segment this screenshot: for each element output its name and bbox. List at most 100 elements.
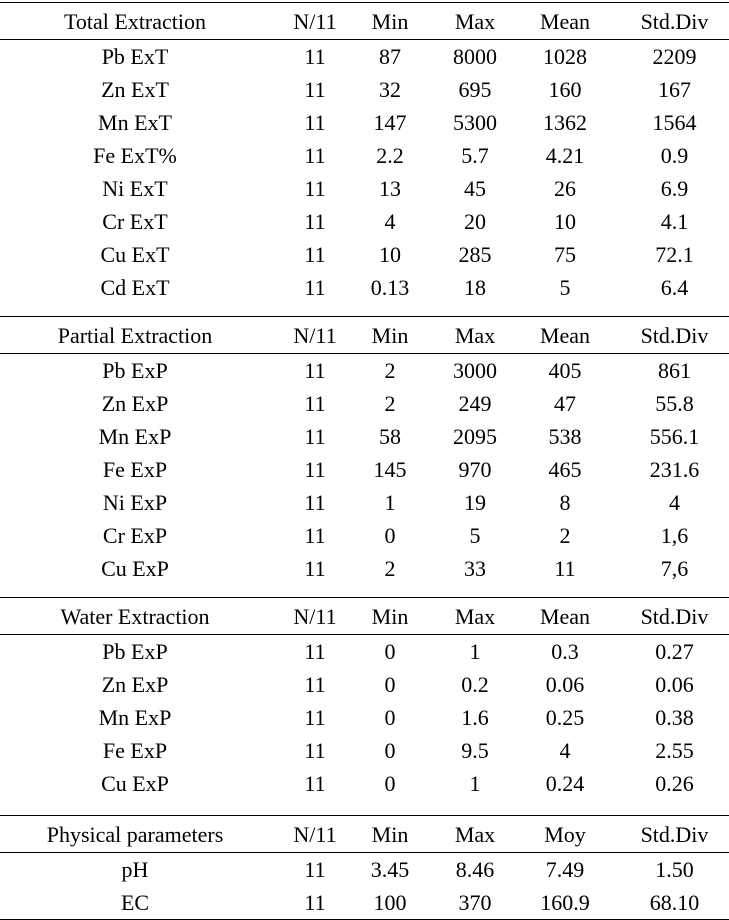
table-cell: 0 [384,639,396,664]
table-cell: 0 [384,705,396,730]
table-cell: Cu ExT [100,242,170,267]
table-cell: 285 [458,242,492,267]
table-cell: Zn ExT [101,77,169,102]
header-cell-label: Total Extraction [63,9,207,34]
table-cell: 10 [379,242,401,267]
table-cell: 2209 [652,44,697,69]
table-cell: 8000 [453,44,497,69]
header-cell-min: Min [371,323,409,348]
header-cell-label: Physical parameters [46,822,224,847]
table-row: Pb ExP 11 2 3000 405 861 [0,354,729,387]
table-cell: 4.1 [660,209,689,234]
table-row: Ni ExT 11 13 45 26 6.9 [0,172,729,205]
table-cell: 465 [548,457,582,482]
header-cell-mean: Mean [539,9,591,34]
table-cell: 0.2 [461,672,489,697]
table-cell: 11 [304,556,326,581]
header-cell-std: Std.Div [640,604,709,629]
table-cell: Fe ExP [102,457,168,482]
table-row: Ni ExP 11 1 19 8 4 [0,486,729,519]
table-cell: 58 [379,424,401,449]
table-cell: 1564 [652,110,697,135]
table-cell: 2.55 [655,738,694,763]
header-cell-moy: Moy [544,822,586,847]
table-row: Zn ExP 11 2 249 47 55.8 [0,387,729,420]
table-cell: Fe ExT% [93,143,177,168]
table-cell: 160.9 [540,890,590,915]
table-cell: 11 [304,358,326,383]
table-row: Zn ExP 11 0 0.2 0.06 0.06 [0,668,729,701]
table-cell: 4 [559,738,571,763]
header-cell-n: N/11 [293,822,337,847]
table-cell: 5300 [453,110,497,135]
header-cell-min: Min [371,9,409,34]
header-cell-mean: Mean [539,604,591,629]
table-cell: 1.6 [461,705,489,730]
table-cell: 2 [559,523,571,548]
table-row: Mn ExT 11 147 5300 1362 1564 [0,106,729,139]
table-cell: 11 [304,771,326,796]
table-cell: 87 [379,44,401,69]
table-cell: 0.06 [655,672,694,697]
table-cell: Cd ExT [100,275,170,300]
table-cell: 72.1 [655,242,694,267]
table-cell: 695 [458,77,492,102]
table-cell: 0.13 [370,275,410,300]
table-cell: 5.7 [461,143,489,168]
header-cell-std: Std.Div [640,323,709,348]
table-row: Mn ExP 11 0 1.6 0.25 0.38 [0,701,729,734]
table-cell: 11 [304,209,326,234]
table-cell: 6.9 [660,176,689,201]
table-cell: 0 [384,738,396,763]
table-cell: Zn ExP [101,391,169,416]
table-cell: pH [121,857,149,882]
table-cell: 1.50 [655,857,694,882]
header-row: Physical parameters N/11 Min Max Moy Std… [0,815,729,853]
table-cell: 19 [464,490,486,515]
table-cell: 7,6 [660,556,689,581]
table-cell: 11 [304,242,326,267]
table-cell: 11 [304,738,326,763]
table-row: Mn ExP 11 58 2095 538 556.1 [0,420,729,453]
table-row: Zn ExT 11 32 695 160 167 [0,73,729,106]
table-cell: 160 [548,77,582,102]
section-physical-parameters: Physical parameters N/11 Min Max Moy Std… [0,815,729,920]
table-cell: Mn ExP [98,424,172,449]
table-cell: 2095 [453,424,497,449]
table-cell: 1028 [543,44,587,69]
header-cell-max: Max [454,323,496,348]
table-cell: 20 [464,209,486,234]
table-cell: 0.24 [545,771,585,796]
table-cell: 11 [304,890,326,915]
table-row: Pb ExT 11 87 8000 1028 2209 [0,40,729,73]
header-row: Water Extraction N/11 Min Max Mean Std.D… [0,597,729,635]
table-cell: 0.25 [545,705,585,730]
section-total-extraction: Total Extraction N/11 Min Max Mean Std.D… [0,2,729,304]
table-cell: 11 [304,672,326,697]
table-row: EC 11 100 370 160.9 68.10 [0,886,729,919]
table-cell: 5 [469,523,481,548]
table-cell: 11 [304,523,326,548]
table-cell: 1 [469,639,481,664]
table-cell: 75 [554,242,576,267]
table-cell: 1362 [543,110,587,135]
table-cell: 11 [304,490,326,515]
section-partial-extraction: Partial Extraction N/11 Min Max Mean Std… [0,316,729,585]
table-cell: 6.4 [660,275,689,300]
table-cell: 10 [554,209,576,234]
table-cell: 0.3 [551,639,579,664]
table-cell: 11 [304,44,326,69]
header-cell-max: Max [454,822,496,847]
table-cell: 11 [554,556,576,581]
table-cell: 405 [548,358,582,383]
table-row: Fe ExT% 11 2.2 5.7 4.21 0.9 [0,139,729,172]
table-cell: 167 [658,77,691,102]
table-cell: 556.1 [649,424,700,449]
table-cell: 11 [304,77,326,102]
table-cell: 13 [379,176,401,201]
header-cell-min: Min [371,604,409,629]
table-cell: 11 [304,275,326,300]
table-row: Cr ExP 11 0 5 2 1,6 [0,519,729,552]
table-cell: 2.2 [376,143,404,168]
